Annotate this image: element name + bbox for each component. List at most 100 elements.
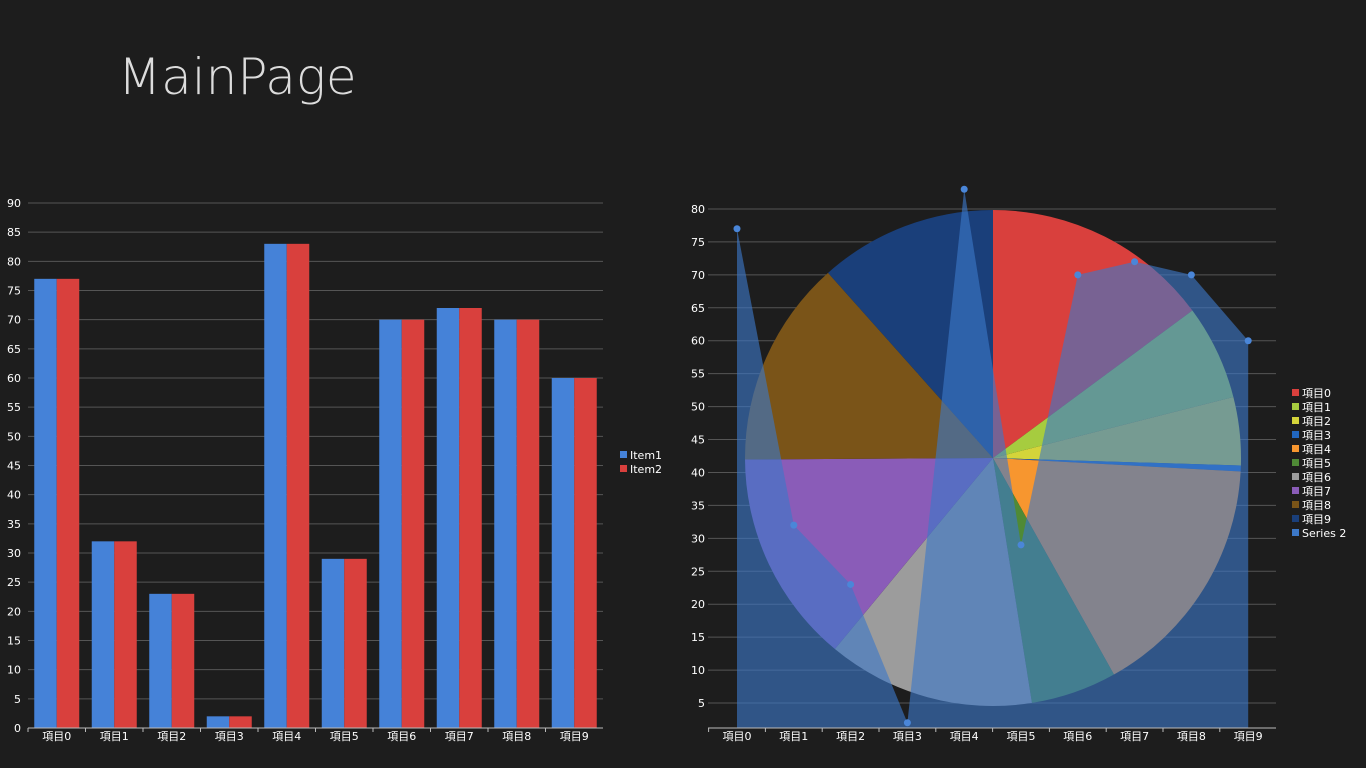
legend-label: 項目8 — [1302, 499, 1331, 512]
x-tick-label: 項目6 — [1063, 730, 1092, 743]
legend-label: 項目4 — [1302, 443, 1331, 456]
y-tick-label: 35 — [7, 518, 21, 531]
y-tick-label: 45 — [7, 460, 21, 473]
legend-swatch — [1292, 515, 1299, 522]
bar-item2 — [286, 243, 310, 729]
y-tick-label: 20 — [7, 605, 21, 618]
y-tick-label: 25 — [7, 576, 21, 589]
legend-swatch — [1292, 501, 1299, 508]
area-point — [1017, 541, 1025, 549]
x-tick-label: 項目2 — [157, 730, 186, 743]
y-tick-label: 40 — [7, 489, 21, 502]
y-tick-label: 20 — [691, 598, 705, 611]
bar-item2 — [516, 319, 540, 728]
x-tick-label: 項目7 — [1120, 730, 1149, 743]
x-tick-label: 項目5 — [330, 730, 359, 743]
y-tick-label: 60 — [691, 335, 705, 348]
bar-item2 — [56, 278, 80, 728]
y-tick-label: 60 — [7, 372, 21, 385]
y-tick-label: 15 — [7, 635, 21, 648]
legend-swatch — [620, 451, 627, 458]
y-tick-label: 30 — [7, 547, 21, 560]
bar-item2 — [114, 541, 137, 728]
legend-swatch — [1292, 473, 1299, 480]
area-point — [1074, 271, 1082, 279]
legend-label: 項目6 — [1302, 471, 1331, 484]
legend-swatch — [1292, 431, 1299, 438]
legend-label: 項目2 — [1302, 415, 1331, 428]
x-tick-label: 項目3 — [893, 730, 922, 743]
legend-label-item1: Item1 — [630, 449, 662, 462]
y-tick-label: 75 — [7, 285, 21, 298]
legend-label: 項目5 — [1302, 457, 1331, 470]
legend-swatch — [1292, 389, 1299, 396]
y-tick-label: 10 — [7, 664, 21, 677]
area-point — [1131, 258, 1139, 266]
bar-item1 — [91, 541, 115, 728]
y-tick-label: 0 — [14, 722, 21, 735]
pie-slice-8 — [745, 272, 993, 460]
bar-item1 — [149, 593, 172, 728]
y-tick-label: 75 — [691, 236, 705, 249]
area-point — [1244, 337, 1252, 345]
y-tick-label: 35 — [691, 499, 705, 512]
legend-swatch — [620, 465, 627, 472]
y-tick-label: 70 — [7, 314, 21, 327]
area-point — [790, 521, 798, 529]
x-tick-label: 項目9 — [1234, 730, 1263, 743]
area-point — [960, 185, 968, 193]
legend-swatch — [1292, 417, 1299, 424]
bar-item2 — [344, 558, 367, 728]
y-tick-label: 25 — [691, 565, 705, 578]
x-tick-label: 項目0 — [42, 730, 71, 743]
x-tick-label: 項目2 — [836, 730, 865, 743]
y-tick-label: 40 — [691, 466, 705, 479]
bar-item2 — [459, 308, 482, 728]
page-title: MainPage — [118, 48, 357, 106]
area-point — [847, 580, 855, 588]
y-tick-label: 30 — [691, 532, 705, 545]
legend-label: 項目9 — [1302, 513, 1331, 526]
legend-swatch — [1292, 529, 1299, 536]
x-tick-label: 項目4 — [272, 730, 301, 743]
y-tick-label: 65 — [691, 302, 705, 315]
area-point — [733, 225, 741, 233]
area-point — [903, 719, 911, 727]
bar-item1 — [264, 243, 287, 729]
x-tick-label: 項目1 — [779, 730, 808, 743]
y-tick-label: 55 — [691, 368, 705, 381]
legend-swatch — [1292, 459, 1299, 466]
legend-label: Series 2 — [1302, 527, 1346, 540]
x-tick-label: 項目8 — [1177, 730, 1206, 743]
y-tick-label: 85 — [7, 226, 21, 239]
x-tick-label: 項目0 — [723, 730, 752, 743]
y-tick-label: 45 — [691, 434, 705, 447]
legend-label: 項目7 — [1302, 485, 1331, 498]
y-tick-label: 70 — [691, 269, 705, 282]
legend-label: 項目1 — [1302, 401, 1331, 414]
bar-item1 — [494, 319, 517, 728]
bar-item1 — [551, 378, 575, 728]
bar-item1 — [379, 319, 402, 728]
area-point — [1187, 271, 1195, 279]
bar-item1 — [34, 278, 57, 728]
x-tick-label: 項目9 — [560, 730, 589, 743]
y-tick-label: 50 — [691, 401, 705, 414]
bar-item2 — [229, 716, 252, 728]
legend-swatch — [1292, 403, 1299, 410]
y-tick-label: 80 — [691, 203, 705, 216]
bar-item2 — [171, 593, 195, 728]
y-tick-label: 65 — [7, 343, 21, 356]
y-tick-label: 15 — [691, 631, 705, 644]
y-tick-label: 5 — [14, 693, 21, 706]
bar-item1 — [436, 308, 460, 728]
area-series-2 — [737, 189, 1249, 729]
x-tick-label: 項目5 — [1007, 730, 1036, 743]
y-tick-label: 55 — [7, 401, 21, 414]
x-tick-label: 項目8 — [502, 730, 531, 743]
bar-item1 — [321, 558, 345, 728]
y-tick-label: 90 — [7, 197, 21, 210]
x-tick-label: 項目7 — [445, 730, 474, 743]
y-tick-label: 5 — [698, 697, 705, 710]
